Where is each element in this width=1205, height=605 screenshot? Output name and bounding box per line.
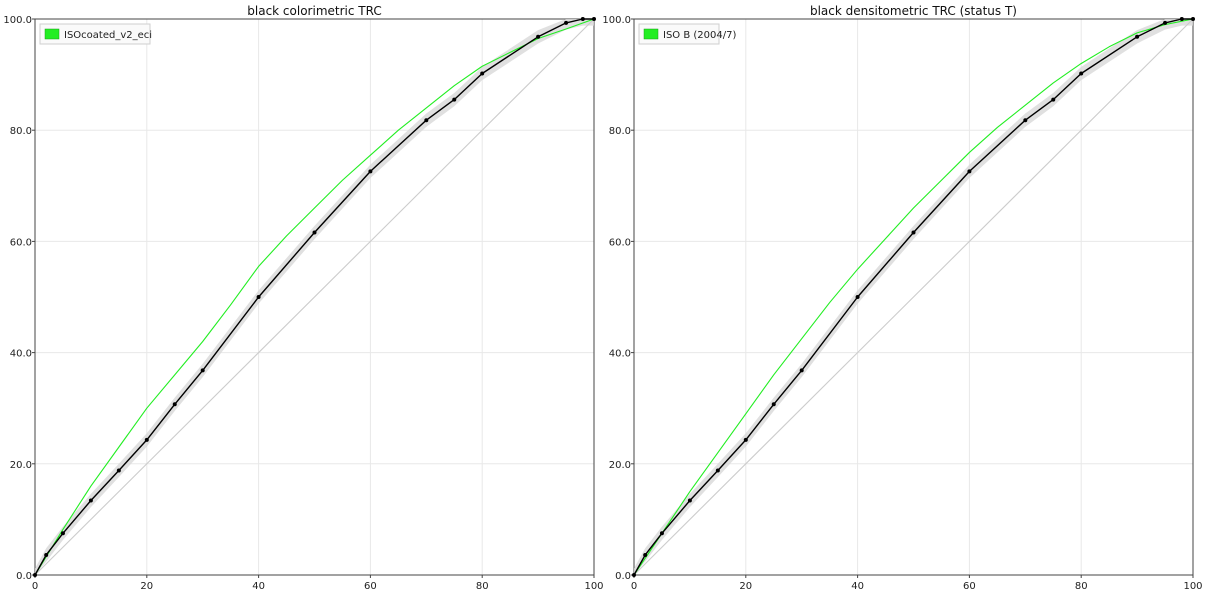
data-point <box>911 230 916 235</box>
x-tick-label: 0 <box>631 581 637 592</box>
data-point <box>116 468 121 473</box>
x-tick-label: 80 <box>1075 581 1088 592</box>
data-point <box>200 368 205 373</box>
diagonal-line <box>633 18 1194 576</box>
y-tick-label: 100.0 <box>602 15 631 26</box>
data-point <box>564 20 569 25</box>
y-tick-label: 80.0 <box>609 126 631 137</box>
legend-box <box>39 23 151 45</box>
y-tick-label: 0.0 <box>615 571 631 582</box>
data-point <box>368 169 373 174</box>
data-point <box>967 169 972 174</box>
measured-line <box>34 18 594 576</box>
chart-title: black colorimetric TRC <box>247 4 381 18</box>
data-point <box>1135 34 1140 39</box>
legend: ISOcoated_v2_eci <box>39 23 152 45</box>
reference-line-1 <box>633 18 1194 576</box>
x-tick-label: 60 <box>364 581 377 592</box>
data-point <box>659 531 664 536</box>
y-tick-label: 40.0 <box>609 349 631 360</box>
data-point <box>771 402 776 407</box>
data-point <box>256 295 261 299</box>
x-tick-label: 40 <box>851 581 864 592</box>
data-point <box>144 437 149 442</box>
data-point <box>1191 17 1195 21</box>
y-tick-label: 60.0 <box>609 237 631 248</box>
data-point <box>1179 17 1184 21</box>
reference-line-0 <box>34 18 595 576</box>
plot-frame <box>633 18 1194 576</box>
y-tick-label: 100.0 <box>3 15 32 26</box>
data-point <box>643 552 648 557</box>
y-tick-label: 0.0 <box>16 571 32 582</box>
x-tick-label: 20 <box>739 581 752 592</box>
x-tick-label: 80 <box>476 581 489 592</box>
legend-swatch <box>643 28 659 40</box>
data-point <box>172 402 177 407</box>
data-point <box>44 552 49 557</box>
data-point <box>60 531 65 536</box>
chart-title: black densitometric TRC (status T) <box>810 4 1017 18</box>
x-tick-label: 100 <box>1183 581 1202 592</box>
diagonal-line <box>34 18 595 576</box>
x-tick-label: 100 <box>584 581 603 592</box>
data-point <box>580 17 585 21</box>
data-point <box>536 34 541 39</box>
y-tick-label: 20.0 <box>10 460 32 471</box>
data-point <box>1079 71 1084 76</box>
data-point <box>1023 118 1028 123</box>
data-point <box>743 437 748 442</box>
legend-box <box>638 23 720 45</box>
data-point <box>715 468 720 473</box>
y-tick-label: 20.0 <box>609 460 631 471</box>
x-tick-label: 0 <box>32 581 38 592</box>
y-tick-label: 60.0 <box>10 237 32 248</box>
data-point <box>33 573 37 577</box>
data-point <box>1163 20 1168 25</box>
data-point <box>687 498 692 503</box>
plot-frame <box>34 18 595 576</box>
data-point <box>312 230 317 235</box>
data-point <box>88 498 93 503</box>
y-tick-label: 40.0 <box>10 349 32 360</box>
x-tick-label: 20 <box>140 581 153 592</box>
measured-line <box>633 18 1193 576</box>
data-point <box>424 118 429 123</box>
data-point <box>480 71 485 76</box>
y-tick-label: 80.0 <box>10 126 32 137</box>
x-tick-label: 60 <box>963 581 976 592</box>
chart-panel-2: black densitometric TRC (status T) 0 20 40 6… <box>602 4 1202 592</box>
data-point <box>855 295 860 299</box>
legend-label: ISO B (2004/7) <box>663 30 736 41</box>
chart-panel-1: black colorimetric TRC 0 20 40 60 80 100 0.0 20.… <box>3 4 603 592</box>
legend-swatch <box>44 28 60 40</box>
data-point <box>452 97 457 102</box>
legend-label: ISOcoated_v2_eci <box>64 30 152 41</box>
data-point <box>592 17 596 21</box>
data-point <box>1051 97 1056 102</box>
legend: ISO B (2004/7) <box>638 23 736 45</box>
x-tick-label: 40 <box>252 581 265 592</box>
data-point <box>799 368 804 373</box>
data-point <box>632 573 636 577</box>
